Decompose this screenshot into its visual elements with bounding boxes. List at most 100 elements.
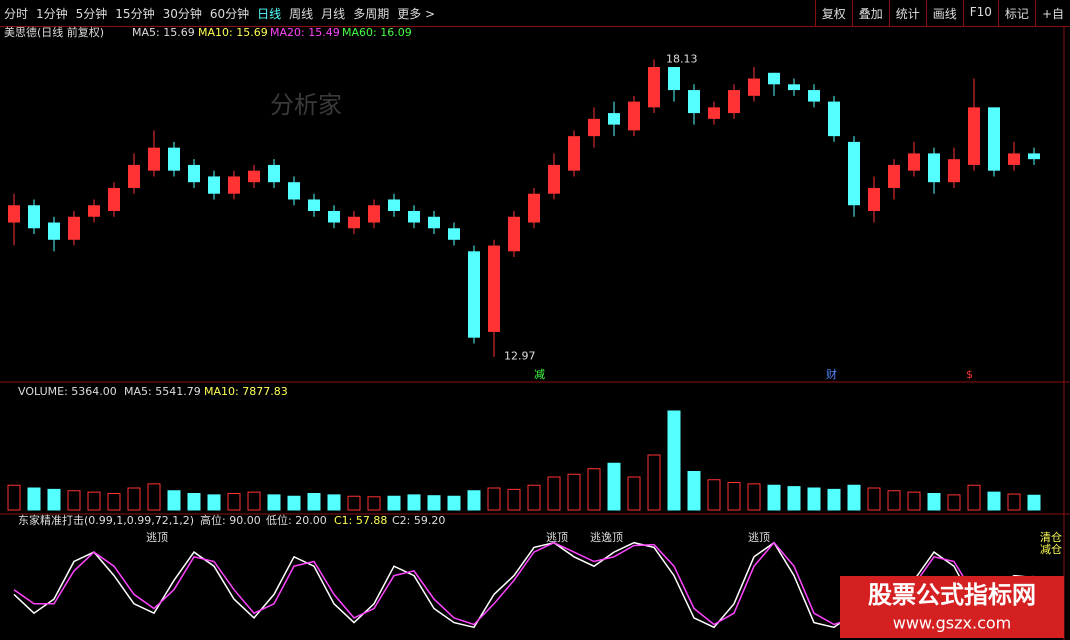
volume-bar: [1007, 493, 1021, 511]
candle-body: [128, 164, 140, 188]
candle-body: [728, 90, 740, 114]
candle-body: [808, 90, 820, 102]
candle-body: [888, 164, 900, 188]
tool-button[interactable]: 统计: [888, 0, 926, 27]
period-tab[interactable]: 分时: [4, 7, 29, 21]
volume-bar: [747, 483, 761, 511]
volume-bar: [907, 491, 921, 511]
high-label: 18.13: [666, 53, 698, 66]
candle-body: [88, 205, 100, 217]
period-tab[interactable]: 30分钟: [162, 7, 202, 21]
candle-body: [548, 164, 560, 194]
period-tab[interactable]: 15分钟: [115, 7, 155, 21]
period-tab[interactable]: 多周期: [353, 7, 390, 21]
brand-url: www.gszx.com: [893, 614, 1012, 633]
candle-body: [248, 170, 260, 183]
volume-bar: [927, 493, 941, 511]
candle-body: [508, 216, 520, 252]
volume-bar: [507, 488, 521, 511]
candle-body: [848, 141, 860, 206]
indicator-header: 东家精准打击(0.99,1,0.99,72,1,2): [18, 513, 194, 527]
volume-bar: [547, 476, 561, 511]
volume-bar: [1027, 494, 1041, 511]
period-tab[interactable]: 60分钟: [209, 7, 250, 21]
period-tab[interactable]: 更多 >: [397, 7, 436, 21]
stock-title: 美思德(日线 前复权): [4, 26, 104, 39]
candle-body: [948, 159, 960, 183]
candle-body: [1008, 153, 1020, 165]
low-label: 12.97: [504, 350, 536, 363]
candle-body: [588, 118, 600, 137]
top-label: 逃逸顶: [590, 531, 623, 544]
candle-body: [428, 216, 440, 229]
tool-buttons: 复权 叠加 统计 画线 F10 标记 +自: [814, 0, 1070, 27]
candle-body: [628, 101, 640, 131]
period-tab[interactable]: 5分钟: [75, 7, 108, 21]
candle-body: [908, 153, 920, 171]
volume-bar: [967, 484, 981, 511]
marker: 财: [826, 367, 837, 381]
volume-bar: [487, 487, 501, 511]
candle-body: [288, 182, 300, 200]
volume-bar: [647, 454, 661, 511]
tool-button[interactable]: +自: [1034, 0, 1070, 27]
volume-bar: [887, 490, 901, 511]
tool-button[interactable]: 标记: [997, 0, 1035, 27]
brand-box: [840, 576, 1064, 638]
volume-bar: [607, 462, 621, 511]
volume-bar: [627, 476, 641, 511]
period-tab[interactable]: 周线: [289, 7, 314, 21]
tool-button[interactable]: 复权: [814, 0, 852, 27]
candle-body: [468, 251, 480, 338]
volume-bar: [107, 493, 121, 511]
volume-bar: [847, 484, 861, 511]
candle-body: [308, 199, 320, 211]
volume-bar: [447, 495, 461, 511]
volume-bar: [387, 495, 401, 511]
candle-body: [168, 147, 180, 171]
candle-body: [688, 90, 700, 114]
candle-body: [408, 211, 420, 223]
volume-bar: [567, 473, 581, 511]
ma-label: MA5: 15.69: [132, 26, 195, 39]
top-label: 逃顶: [546, 531, 568, 544]
top-label: 逃顶: [748, 531, 770, 544]
candle-body: [228, 176, 240, 194]
volume-bar: [167, 490, 181, 511]
candle-body: [68, 216, 80, 240]
period-tab[interactable]: 1分钟: [36, 7, 68, 21]
volume-bar: [207, 494, 221, 511]
candle-body: [968, 107, 980, 165]
watermark: 分析家: [270, 91, 342, 119]
candle-body: [368, 205, 380, 223]
marker: 减: [534, 368, 545, 381]
tool-button[interactable]: 叠加: [851, 0, 889, 27]
volume-bar: [407, 494, 421, 511]
period-tabs: 分时 1分钟 5分钟 15分钟 30分钟 60分钟 日线 周线 月线 多周期 更多 >: [0, 0, 439, 26]
volume-bar: [427, 495, 441, 511]
candle-body: [388, 199, 400, 211]
indicator-header: 高位: 90.00: [200, 513, 261, 527]
period-tab[interactable]: 日线: [257, 7, 282, 21]
volume-bar: [307, 493, 321, 511]
tool-button[interactable]: 画线: [925, 0, 963, 27]
candle-body: [788, 84, 800, 91]
volume-bar: [147, 483, 161, 511]
volume-bar: [47, 488, 61, 511]
volume-bar: [467, 490, 481, 511]
period-tab[interactable]: 月线: [321, 7, 346, 21]
candle-body: [768, 72, 780, 85]
indicator-header: C2: 59.20: [392, 514, 445, 527]
candle-body: [148, 147, 160, 171]
candle-body: [928, 153, 940, 183]
candle-body: [448, 228, 460, 240]
candle-body: [328, 211, 340, 223]
volume-bar: [367, 496, 381, 511]
candle-body: [608, 113, 620, 125]
candle-body: [348, 216, 360, 229]
candle-body: [648, 67, 660, 108]
tool-button[interactable]: F10: [962, 0, 998, 27]
candle-body: [988, 107, 1000, 171]
candle-body: [868, 187, 880, 211]
